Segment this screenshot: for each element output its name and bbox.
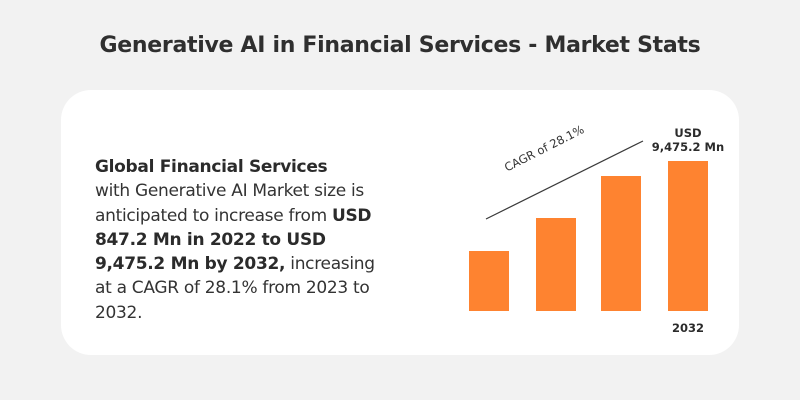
description-values: USD 847.2 Mn in 2022 to USD 9,475.2 Mn b… [95,205,372,275]
page-title: Generative AI in Financial Services - Ma… [99,33,701,58]
description-lead: Global Financial Services [95,157,328,177]
market-description: Global Financial Services with Generativ… [95,155,395,325]
description-text-1: with Generative AI Market size is antici… [95,181,364,226]
description-text-2: increasing at a CAGR of 28.1% from 2023 … [95,254,375,323]
